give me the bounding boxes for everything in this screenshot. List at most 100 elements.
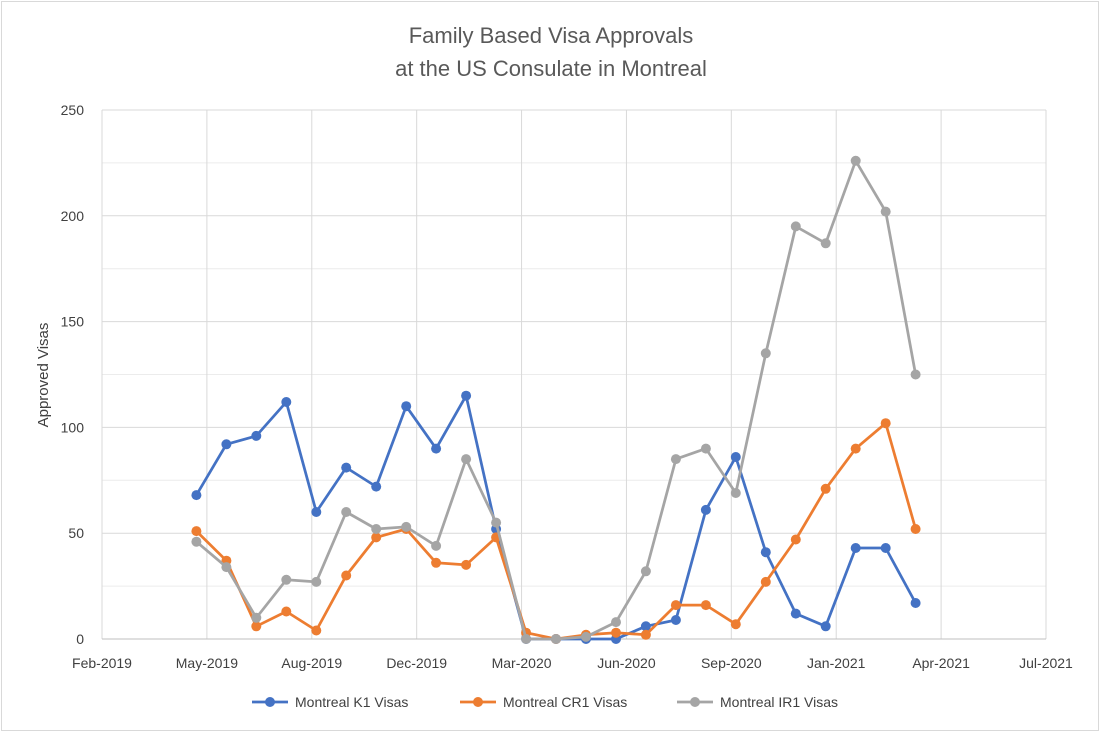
data-point-montreal-cr1-visas (191, 526, 202, 537)
data-point-montreal-cr1-visas (910, 524, 921, 534)
x-tick-label: Dec-2019 (386, 655, 447, 671)
data-point-montreal-cr1-visas (251, 621, 262, 632)
data-point-montreal-cr1-visas (640, 629, 651, 640)
data-point-montreal-ir1-visas (790, 221, 801, 232)
data-point-montreal-ir1-visas (221, 562, 232, 573)
data-point-montreal-k1-visas (221, 439, 232, 450)
data-point-montreal-k1-visas (371, 481, 382, 492)
y-tick-label: 50 (68, 525, 84, 541)
data-point-montreal-ir1-visas (910, 369, 921, 380)
legend-label: Montreal CR1 Visas (503, 694, 627, 710)
data-point-montreal-k1-visas (341, 462, 352, 473)
data-point-montreal-ir1-visas (401, 521, 412, 532)
legend-label: Montreal IR1 Visas (720, 694, 838, 710)
data-point-montreal-k1-visas (700, 504, 711, 515)
legend-marker (473, 697, 483, 707)
series-line-montreal-cr1-visas (195, 421, 917, 641)
series-line-montreal-ir1-visas (195, 159, 917, 641)
x-tick-label: Apr-2021 (912, 655, 970, 671)
data-point-montreal-ir1-visas (281, 574, 292, 585)
data-point-montreal-k1-visas (760, 547, 771, 558)
x-tick-label: Jun-2020 (597, 655, 656, 671)
data-point-montreal-ir1-visas (760, 348, 771, 359)
x-tick-labels: Feb-2019 May-2019 Aug-2019 Dec-2019 Mar-2020… (72, 655, 1073, 671)
data-point-montreal-k1-visas (251, 430, 262, 441)
legend-item-montreal-ir1-visas: Montreal IR1 Visas (677, 694, 838, 710)
series-montreal-ir1-visas (191, 155, 921, 644)
y-tick-label: 150 (61, 314, 85, 330)
data-point-montreal-cr1-visas (760, 576, 771, 587)
data-point-montreal-cr1-visas (611, 627, 621, 638)
x-tick-label: Mar-2020 (492, 655, 552, 671)
x-tick-label: Feb-2019 (72, 655, 132, 671)
data-point-montreal-cr1-visas (850, 443, 861, 454)
data-point-montreal-ir1-visas (191, 536, 202, 547)
data-point-montreal-k1-visas (670, 615, 681, 625)
data-point-montreal-cr1-visas (371, 532, 382, 543)
data-point-montreal-cr1-visas (790, 534, 801, 545)
data-point-montreal-cr1-visas (670, 600, 681, 611)
data-point-montreal-k1-visas (850, 543, 861, 553)
data-point-montreal-k1-visas (191, 490, 202, 501)
gridlines (101, 109, 1047, 640)
y-tick-label: 0 (76, 631, 84, 647)
data-point-montreal-ir1-visas (431, 540, 442, 551)
data-point-montreal-ir1-visas (700, 443, 711, 454)
data-point-montreal-cr1-visas (820, 483, 831, 494)
data-point-montreal-k1-visas (401, 401, 412, 412)
legend-marker (265, 697, 275, 707)
x-tick-label: May-2019 (176, 655, 238, 671)
data-point-montreal-ir1-visas (491, 517, 502, 528)
data-point-montreal-ir1-visas (581, 631, 591, 642)
data-point-montreal-cr1-visas (461, 559, 472, 570)
data-point-montreal-ir1-visas (850, 155, 861, 166)
data-point-montreal-ir1-visas (251, 612, 262, 623)
data-point-montreal-cr1-visas (880, 418, 891, 429)
data-point-montreal-cr1-visas (341, 570, 352, 581)
data-point-montreal-k1-visas (431, 443, 442, 454)
data-point-montreal-ir1-visas (551, 634, 561, 644)
x-tick-label: Aug-2019 (281, 655, 342, 671)
data-point-montreal-ir1-visas (880, 206, 891, 217)
data-point-montreal-ir1-visas (730, 488, 741, 498)
series-montreal-k1-visas (191, 390, 921, 644)
y-tick-labels: 0 50 100 150 200 250 (61, 102, 85, 647)
data-point-montreal-k1-visas (790, 608, 801, 619)
data-point-montreal-k1-visas (311, 507, 322, 517)
data-point-montreal-cr1-visas (311, 625, 322, 636)
data-point-montreal-k1-visas (640, 621, 651, 632)
data-point-montreal-cr1-visas (281, 606, 292, 617)
data-point-montreal-ir1-visas (670, 454, 681, 465)
legend-item-montreal-cr1-visas: Montreal CR1 Visas (460, 694, 627, 710)
data-point-montreal-cr1-visas (431, 557, 442, 568)
data-point-montreal-ir1-visas (311, 576, 322, 587)
data-point-montreal-k1-visas (880, 543, 891, 553)
data-point-montreal-k1-visas (281, 397, 292, 407)
legend-marker (690, 697, 700, 707)
data-point-montreal-ir1-visas (461, 454, 472, 465)
data-point-montreal-k1-visas (910, 598, 921, 608)
x-tick-label: Jul-2021 (1019, 655, 1073, 671)
y-tick-label: 100 (61, 419, 85, 435)
y-axis-title: Approved Visas (35, 323, 52, 428)
chart-title-line-1: Family Based Visa Approvals (409, 23, 694, 48)
data-point-montreal-k1-visas (730, 452, 741, 462)
data-point-montreal-ir1-visas (820, 238, 831, 249)
x-tick-label: Sep-2020 (701, 655, 762, 671)
data-point-montreal-ir1-visas (521, 634, 532, 644)
series-group (191, 155, 921, 644)
data-point-montreal-cr1-visas (730, 619, 741, 630)
legend-label: Montreal K1 Visas (295, 694, 408, 710)
data-point-montreal-cr1-visas (700, 600, 711, 611)
legend-item-montreal-k1-visas: Montreal K1 Visas (252, 694, 408, 710)
data-point-montreal-ir1-visas (640, 566, 651, 577)
data-point-montreal-k1-visas (820, 621, 831, 632)
y-tick-label: 250 (61, 102, 85, 118)
chart-title-line-2: at the US Consulate in Montreal (395, 56, 707, 81)
data-point-montreal-k1-visas (461, 390, 472, 401)
data-point-montreal-ir1-visas (611, 617, 621, 628)
y-tick-label: 200 (61, 208, 85, 224)
data-point-montreal-ir1-visas (371, 524, 382, 534)
